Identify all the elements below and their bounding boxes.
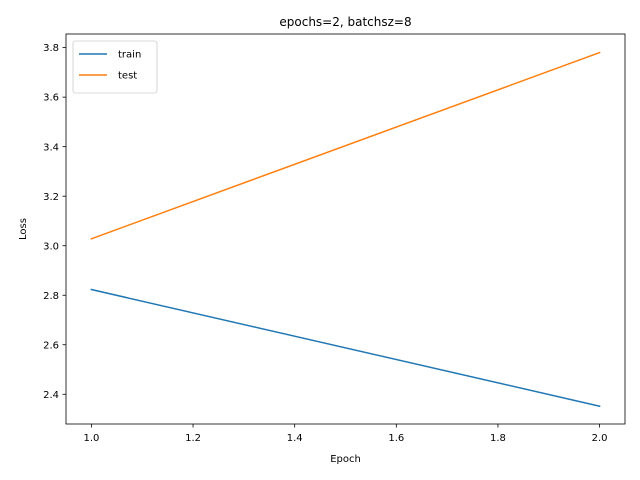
y-tick-label: 3.2 <box>43 192 59 203</box>
x-tick-label: 1.0 <box>83 433 99 444</box>
x-tick-label: 1.2 <box>185 433 201 444</box>
y-tick-label: 2.8 <box>43 291 59 302</box>
y-tick-label: 3.4 <box>43 142 59 153</box>
y-axis-label: Loss <box>18 218 29 240</box>
x-tick-label: 1.4 <box>287 433 303 444</box>
series-line-test <box>90 51 601 240</box>
x-tick-label: 1.6 <box>388 433 404 444</box>
x-tick-label: 2.0 <box>592 433 608 444</box>
y-tick-label: 2.4 <box>43 390 59 401</box>
y-axis: 2.4 2.6 2.8 3.0 3.2 3.4 3.6 3.8 <box>43 43 66 401</box>
y-tick-label: 3.8 <box>43 43 59 54</box>
y-tick-label: 3.6 <box>43 93 59 104</box>
y-tick-label: 3.0 <box>43 241 59 252</box>
x-axis-label: Epoch <box>330 454 361 465</box>
legend-box <box>72 40 158 94</box>
x-axis: 1.0 1.2 1.4 1.6 1.8 2.0 <box>83 424 608 444</box>
legend-label-train: train <box>118 50 141 61</box>
plot-area <box>90 51 601 408</box>
x-tick-label: 1.8 <box>490 433 506 444</box>
legend-label-test: test <box>118 71 137 82</box>
axes-frame <box>65 33 626 425</box>
legend: train test <box>72 40 158 94</box>
chart-title: epochs=2, batchsz=8 <box>279 15 411 29</box>
series-line-train <box>90 288 601 408</box>
y-tick-label: 2.6 <box>43 340 59 351</box>
